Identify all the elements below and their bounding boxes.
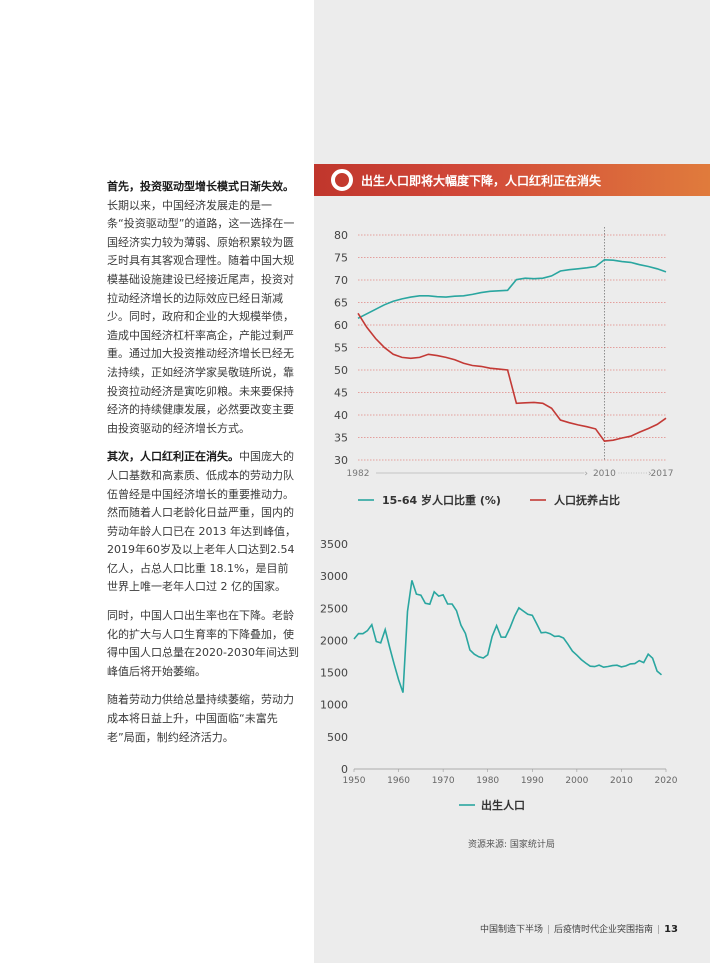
y-tick-label: 65: [334, 297, 348, 310]
y-tick-label: 45: [334, 387, 348, 400]
x-start-label: 1982: [347, 469, 370, 479]
y-tick-label: 75: [334, 252, 348, 265]
y-tick-label: 500: [327, 731, 348, 744]
paragraph-3: 同时，中国人口出生率也在下降。老龄化的扩大与人口生育率的下降叠加，使得中国人口总…: [107, 609, 299, 678]
chart-panel-background: [314, 0, 710, 963]
x-tick-label: 1980: [476, 776, 499, 786]
y-tick-label: 1500: [320, 667, 348, 680]
x-end-label: 2017: [651, 469, 674, 479]
series-working-age-line: [357, 258, 667, 320]
paragraph-2-heading: 其次，人口红利正在消失。: [107, 450, 239, 464]
legend-label-births: 出生人口: [481, 798, 525, 812]
x-tick-label: 1960: [387, 776, 410, 786]
y-tick-label: 70: [334, 274, 348, 287]
footer-subtitle: 后疫情时代企业突围指南: [554, 925, 654, 935]
legend-label-dependency: 人口抚养占比: [554, 493, 620, 507]
body-text-column: 首先，投资驱动型增长模式日渐失效。长期以来，中国经济发展走的是一条“投资驱动型”…: [107, 178, 299, 757]
y-tick-label: 1000: [320, 699, 348, 712]
page-footer: 中国制造下半场 | 后疫情时代企业突围指南 | 13: [479, 924, 678, 935]
y-tick-label: 80: [334, 229, 348, 242]
series-dependency-line: [357, 312, 667, 442]
ring-icon: [331, 169, 353, 191]
y-tick-label: 3500: [320, 538, 348, 551]
y-tick-label: 2500: [320, 602, 348, 615]
y-tick-label: 35: [334, 432, 348, 445]
source-note: 资源来源: 国家统计局: [468, 840, 555, 850]
x-tick-label: 1990: [521, 776, 544, 786]
arrow-head: ›: [584, 469, 588, 479]
y-tick-label: 60: [334, 319, 348, 332]
y-tick-label: 50: [334, 364, 348, 377]
page-number: 13: [664, 924, 678, 935]
arrow-head: ›: [648, 469, 652, 479]
chart-title-banner: [314, 164, 710, 196]
x-tick-label: 2020: [655, 776, 678, 786]
x-tick-label: 2000: [565, 776, 588, 786]
y-tick-label: 30: [334, 454, 348, 467]
paragraph-1-body: 长期以来，中国经济发展走的是一条“投资驱动型”的道路，这一选择在一国经济实力较为…: [107, 198, 295, 435]
y-tick-label: 55: [334, 342, 348, 355]
series-births-line: [353, 580, 663, 693]
x-tick-label: 1970: [432, 776, 455, 786]
y-tick-label: 0: [341, 763, 348, 776]
legend-label-working-age: 15-64 岁人口比重 (%): [382, 493, 501, 507]
paragraph-1-heading: 首先，投资驱动型增长模式日渐失效。: [107, 180, 294, 193]
paragraph-2: 其次，人口红利正在消失。中国庞大的人口基数和高素质、低成本的劳动力队伍曾经是中国…: [107, 448, 299, 597]
paragraph-2-body: 中国庞大的人口基数和高素质、低成本的劳动力队伍曾经是中国经济增长的重要推动力。然…: [107, 450, 296, 594]
chart-title: 出生人口即将大幅度下降，人口红利正在消失: [361, 174, 602, 188]
paragraph-4: 随着劳动力供给总量持续萎缩，劳动力成本将日益上升，中国面临“未富先老”局面，制约…: [107, 693, 294, 744]
x-tick-label: 1950: [343, 776, 366, 786]
y-tick-label: 3000: [320, 570, 348, 583]
x-mid-label: 2010: [593, 469, 616, 479]
footer-title: 中国制造下半场: [479, 925, 543, 935]
y-tick-label: 2000: [320, 634, 348, 647]
paragraph-1: 首先，投资驱动型增长模式日渐失效。长期以来，中国经济发展走的是一条“投资驱动型”…: [107, 178, 299, 438]
y-tick-label: 40: [334, 409, 348, 422]
x-tick-label: 2010: [610, 776, 633, 786]
